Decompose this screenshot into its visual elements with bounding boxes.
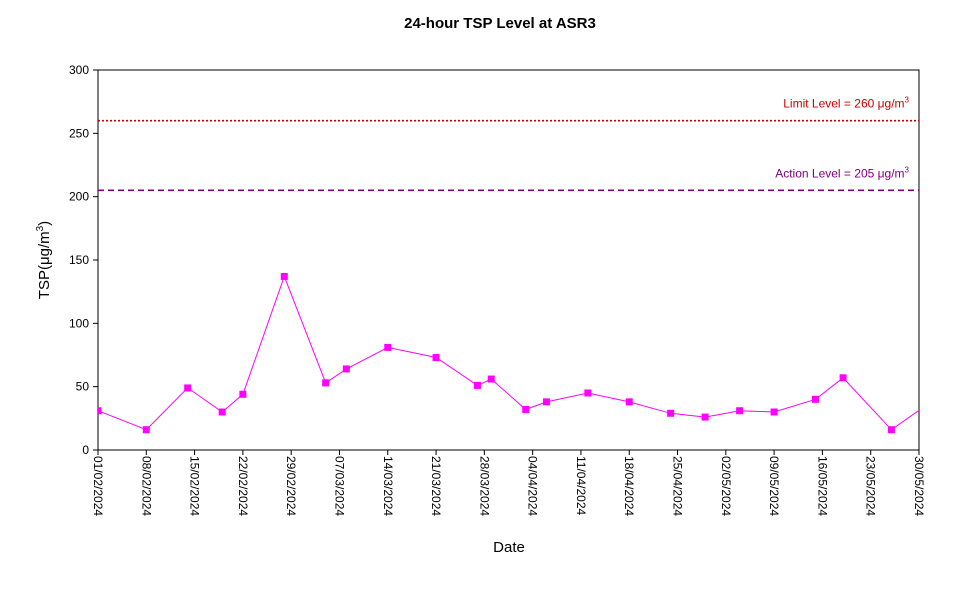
- data-point: [701, 413, 709, 421]
- x-tick-label: 21/03/2024: [429, 456, 443, 516]
- x-tick-label: 23/05/2024: [864, 456, 878, 516]
- data-point: [184, 384, 192, 392]
- x-tick-label: 01/02/2024: [91, 456, 105, 516]
- x-tick-label: 25/04/2024: [671, 456, 685, 516]
- data-point: [736, 407, 744, 415]
- chart-title: 24-hour TSP Level at ASR3: [404, 15, 596, 32]
- data-point: [322, 379, 330, 387]
- data-point: [887, 426, 895, 434]
- data-point: [584, 389, 592, 397]
- x-tick-label: 09/05/2024: [767, 456, 781, 516]
- x-tick-label: 28/03/2024: [477, 456, 491, 516]
- y-tick-label: 200: [69, 190, 89, 204]
- x-tick-label: 30/05/2024: [912, 456, 926, 516]
- series-group: [88, 272, 936, 434]
- y-tick-label: 50: [76, 380, 90, 394]
- data-point: [487, 375, 495, 383]
- x-tick-label: 07/03/2024: [332, 456, 346, 516]
- data-point: [342, 365, 350, 373]
- y-axis: 0 50 100 150 200 250 300: [69, 63, 98, 457]
- x-tick-label: 08/02/2024: [139, 456, 153, 516]
- data-point: [384, 343, 392, 351]
- plot-area: [97, 69, 920, 451]
- data-point: [98, 407, 102, 415]
- data-point: [88, 400, 95, 407]
- data-point: [929, 397, 936, 404]
- series-line: [98, 275, 919, 431]
- reference-line-label: Action Level = 205 μg/m3: [775, 165, 909, 180]
- x-tick-label: 04/04/2024: [526, 456, 540, 516]
- data-point: [625, 398, 633, 406]
- reference-line-label: Limit Level = 260 μg/m3: [783, 96, 909, 111]
- data-point: [667, 409, 675, 417]
- y-tick-label: 300: [69, 63, 89, 77]
- x-tick-label: 11/04/2024: [574, 456, 588, 515]
- data-point: [473, 381, 481, 389]
- data-point: [432, 354, 440, 362]
- x-tick-label: 16/05/2024: [815, 456, 829, 516]
- data-point: [522, 405, 530, 413]
- x-tick-label: 18/04/2024: [622, 456, 636, 516]
- data-point: [142, 426, 150, 434]
- data-point: [542, 398, 550, 406]
- y-tick-label: 100: [69, 316, 89, 330]
- x-tick-label: 15/02/2024: [188, 456, 202, 516]
- y-axis-label: TSP(μg/m3): [35, 221, 53, 299]
- y-tick-label: 150: [69, 253, 89, 267]
- data-point: [239, 390, 247, 398]
- data-point: [812, 395, 820, 403]
- y-tick-label: 250: [69, 126, 89, 140]
- x-tick-label: 14/03/2024: [381, 456, 395, 516]
- y-tick-label: 0: [82, 443, 89, 457]
- data-point: [218, 408, 226, 416]
- data-point: [770, 408, 778, 416]
- reference-lines: Limit Level = 260 μg/m3 Action Level = 20…: [98, 96, 919, 192]
- x-tick-label: 22/02/2024: [236, 456, 250, 516]
- data-point: [280, 272, 288, 280]
- x-axis-label: Date: [493, 539, 525, 556]
- x-tick-label: 02/05/2024: [719, 456, 733, 516]
- x-tick-label: 29/02/2024: [284, 456, 298, 516]
- x-axis: 01/02/2024 08/02/2024 15/02/2024 22/02/2024…: [91, 450, 926, 516]
- data-point: [839, 374, 847, 382]
